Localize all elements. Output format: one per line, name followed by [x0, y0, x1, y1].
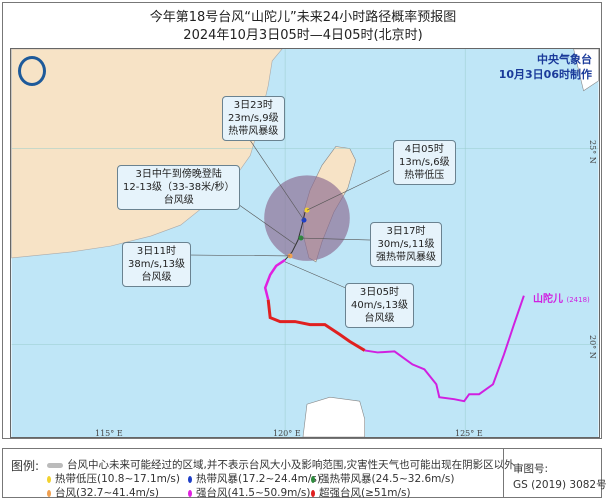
title-line2: 2024年10月3日05时—4日05时(北京时) — [183, 28, 423, 43]
review-label: 审图号: — [513, 463, 549, 475]
callout-3d17h: 3日17时 30m/s,11级 强热带风暴级 — [370, 222, 442, 267]
supty-dot-icon — [311, 489, 315, 497]
legend-item: 超强台风(≥51m/s) — [311, 485, 411, 500]
issue-time: 10月3日06时制作 — [498, 68, 592, 81]
agency-stamp: 中央气象台 10月3日06时制作 — [499, 52, 592, 82]
agency-name: 中央气象台 — [537, 53, 592, 66]
map — [10, 48, 600, 438]
legend-item: 热带风暴(17.2~24.4m/s) — [188, 471, 321, 486]
legend-item: 台风(32.7~41.4m/s) — [47, 485, 159, 500]
legend: 图例: 台风中心未来可能经过的区域,并不表示台风大小及影响范围,灾害性天气也可能… — [2, 448, 606, 500]
japan-islands — [573, 49, 599, 92]
title-line1: 今年第18号台风“山陀儿”未来24小时路径概率预报图 — [149, 10, 457, 25]
sty-dot-icon — [188, 489, 192, 497]
review-number: GS (2019) 3082号 — [513, 479, 606, 491]
typhoon-track-strong — [263, 258, 286, 301]
legend-item: 强热带风暴(24.5~32.6m/s) — [311, 471, 455, 486]
luzon — [302, 396, 365, 437]
callout-3d05h: 3日05时 40m/s,13级 台风级 — [345, 283, 414, 328]
lon-125: 125° E — [455, 429, 483, 438]
typhoon-name-label: 山陀儿 (2418) — [533, 294, 590, 305]
ts-dot-icon — [188, 475, 192, 483]
typhoon-track-super — [266, 299, 366, 352]
legend-cone: 台风中心未来可能经过的区域,并不表示台风大小及影响范围,灾害性天气也可能出现在阴… — [47, 457, 515, 472]
callout-4d05h: 4日05时 13m/s,6级 热带低压 — [393, 140, 456, 185]
td-dot-icon — [47, 475, 51, 483]
probability-cone — [264, 175, 350, 261]
lon-115: 115° E — [95, 429, 123, 438]
lat-25: 25° N — [588, 140, 597, 164]
callout-landfall: 3日中午到傍晚登陆 12-13级（33-38米/秒） 台风级 — [117, 165, 241, 210]
cone-icon — [47, 462, 63, 468]
lon-120: 120° E — [273, 429, 301, 438]
legend-item: 强台风(41.5~50.9m/s) — [188, 485, 311, 500]
lat-20: 20° N — [588, 335, 597, 359]
callout-3d23h: 3日23时 23m/s,9级 热带风暴级 — [222, 96, 285, 141]
chart-frame — [2, 2, 602, 439]
typhoon-track — [364, 295, 525, 403]
ty-dot-icon — [47, 489, 51, 497]
legend-item: 热带低压(10.8~17.1m/s) — [47, 471, 180, 486]
sts-dot-icon — [311, 475, 315, 483]
callout-3d11h: 3日11时 38m/s,13级 台风级 — [122, 242, 191, 287]
legend-title: 图例: — [11, 459, 40, 473]
forecast-point — [287, 253, 293, 259]
cma-logo-icon — [18, 56, 46, 86]
